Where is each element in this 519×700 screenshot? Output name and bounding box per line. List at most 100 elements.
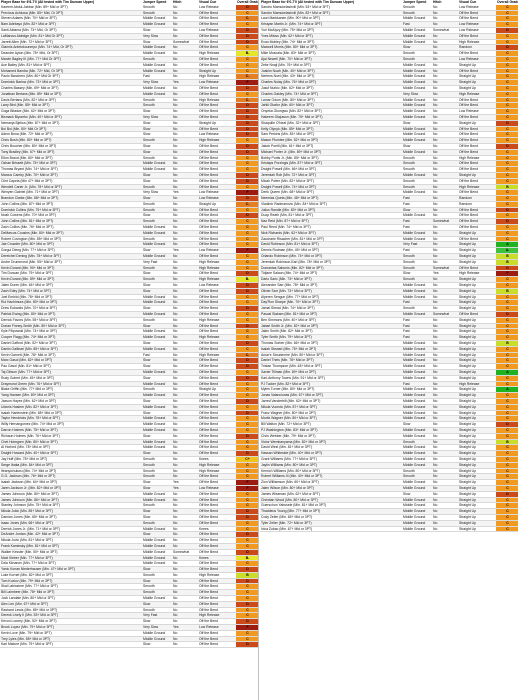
visual-cue-cell[interactable]: Off the Bend: [199, 10, 218, 15]
jumper-speed-cell[interactable]: Middle Ground: [143, 538, 166, 543]
player-cell[interactable]: Ifeanyichukwu (Min. 74+ Mid or 3PT): [1, 468, 57, 473]
overall-grade-cell[interactable]: C: [496, 468, 518, 474]
visual-cue-cell[interactable]: High Release: [199, 259, 220, 264]
jumper-speed-cell[interactable]: Smooth: [143, 97, 155, 102]
jumper-speed-cell[interactable]: Smooth: [143, 265, 155, 270]
visual-cue-cell[interactable]: Straight Up: [459, 387, 476, 392]
visual-cue-cell[interactable]: Off the Bend: [199, 161, 218, 166]
hitch-cell[interactable]: No: [433, 248, 438, 253]
visual-cue-cell[interactable]: Off the Bend: [459, 161, 478, 166]
visual-cue-cell[interactable]: Off the Bend: [199, 207, 218, 212]
hitch-cell[interactable]: No: [433, 398, 438, 403]
hitch-cell[interactable]: Somewhat: [433, 27, 450, 32]
player-cell[interactable]: Dennis Rodman (Min. 45+ Mid or 3PT): [261, 248, 320, 253]
overall-grade-cell[interactable]: C: [236, 300, 258, 306]
jumper-speed-cell[interactable]: Middle Ground: [403, 393, 426, 398]
jumper-speed-cell[interactable]: Middle Ground: [403, 375, 426, 380]
visual-cue-cell[interactable]: Low Release: [199, 4, 219, 9]
jumper-speed-cell[interactable]: Middle Ground: [143, 370, 166, 374]
hitch-cell[interactable]: No: [433, 74, 438, 79]
player-cell[interactable]: Lamar Odom (Min. 80+ Mid or 3PT): [261, 97, 315, 102]
visual-cue-cell[interactable]: Off the Bend: [199, 16, 218, 21]
hitch-cell[interactable]: No: [173, 155, 178, 160]
visual-cue-cell[interactable]: Off the Bend: [199, 520, 218, 525]
hitch-cell[interactable]: No: [173, 497, 178, 502]
visual-cue-cell[interactable]: Off the Bend: [199, 427, 218, 432]
jumper-speed-cell[interactable]: Middle Ground: [143, 242, 166, 247]
overall-grade-cell[interactable]: C: [496, 178, 518, 184]
hitch-cell[interactable]: No: [173, 109, 178, 114]
hitch-cell[interactable]: No: [173, 45, 178, 50]
hitch-cell[interactable]: No: [433, 520, 438, 525]
overall-grade-cell[interactable]: B-: [236, 51, 258, 56]
visual-cue-cell[interactable]: Off the Bend: [459, 132, 478, 137]
overall-grade-cell[interactable]: C: [236, 294, 258, 300]
overall-grade-cell[interactable]: C: [496, 462, 518, 468]
hitch-cell[interactable]: No: [173, 149, 178, 154]
hitch-cell[interactable]: No: [433, 485, 438, 490]
player-cell[interactable]: Paolo Banchero (Min. 80+ Mid Or 3PT): [1, 74, 60, 79]
player-cell[interactable]: Kevin Durant (Min. 89+ Mid or 3PT): [1, 277, 55, 282]
player-cell[interactable]: Andre Drummond (Min. 55+ Mid or 3PT): [1, 259, 62, 264]
jumper-speed-cell[interactable]: Middle Ground: [403, 514, 426, 519]
hitch-cell[interactable]: No: [173, 97, 178, 102]
player-cell[interactable]: Chris Boucher (Min. 80+ Mid or 3PT): [1, 143, 57, 148]
visual-cue-cell[interactable]: Straight Up: [459, 393, 476, 398]
player-cell[interactable]: Xavier Tillman (Min. 69+ Mid or 3PT): [261, 370, 317, 374]
visual-cue-cell[interactable]: Off the Bend: [199, 213, 218, 218]
hitch-cell[interactable]: No: [433, 103, 438, 108]
player-cell[interactable]: Brook Lopez (Min. 79+ Mid or 3PT): [1, 625, 54, 630]
player-cell[interactable]: Zach Collins (Min. 76+ Mid or 3PT): [1, 225, 54, 230]
visual-cue-cell[interactable]: Off the Bend: [459, 51, 478, 56]
jumper-speed-cell[interactable]: Slow: [143, 578, 151, 583]
hitch-cell[interactable]: No: [173, 561, 178, 566]
hitch-cell[interactable]: No: [173, 16, 178, 21]
jumper-speed-cell[interactable]: Slow: [403, 491, 411, 496]
hitch-cell[interactable]: No: [433, 167, 438, 172]
overall-grade-cell[interactable]: C: [236, 387, 258, 393]
overall-grade-cell[interactable]: D: [236, 196, 258, 201]
visual-cue-cell[interactable]: Straight Up: [459, 259, 476, 264]
jumper-speed-cell[interactable]: Fast: [403, 22, 410, 27]
overall-grade-cell[interactable]: C: [496, 520, 518, 526]
overall-grade-cell[interactable]: C: [236, 317, 258, 323]
visual-cue-cell[interactable]: Off the Bend: [199, 109, 218, 114]
visual-cue-cell[interactable]: Off the Bend: [199, 630, 218, 635]
player-cell[interactable]: Jonas Valanciunas (Min. 67+ Mid or 3PT): [261, 393, 324, 398]
visual-cue-cell[interactable]: Straight Up: [459, 120, 476, 125]
overall-grade-cell[interactable]: C-: [236, 16, 258, 22]
visual-cue-cell[interactable]: High Release: [199, 613, 220, 618]
jumper-speed-cell[interactable]: Slow: [143, 642, 151, 647]
hitch-cell[interactable]: No: [173, 312, 178, 317]
visual-cue-cell[interactable]: Off the Bend: [459, 219, 478, 224]
hitch-cell[interactable]: No: [433, 393, 438, 398]
visual-cue-cell[interactable]: Off the Bend: [199, 584, 218, 589]
player-cell[interactable]: Hassan Whiteside (Min. 40+ Mid or 3PT): [261, 451, 323, 456]
overall-grade-cell[interactable]: D: [236, 532, 258, 538]
player-cell[interactable]: Grant Williams (Min. 77+ Mid or 3PT): [261, 456, 317, 461]
hitch-cell[interactable]: No: [433, 503, 438, 508]
visual-cue-cell[interactable]: Off the Bend: [199, 178, 218, 183]
jumper-speed-cell[interactable]: Middle Ground: [143, 161, 166, 166]
visual-cue-cell[interactable]: Off the Bend: [459, 225, 478, 230]
overall-grade-cell[interactable]: C: [236, 468, 258, 474]
hitch-cell[interactable]: No: [173, 288, 178, 293]
overall-grade-cell[interactable]: C: [496, 416, 518, 422]
hitch-cell[interactable]: Somewhat: [433, 265, 450, 270]
hitch-cell[interactable]: No: [433, 346, 438, 351]
visual-cue-cell[interactable]: Random: [459, 45, 472, 50]
visual-cue-cell[interactable]: Straight Up: [199, 68, 216, 73]
overall-grade-cell[interactable]: D: [236, 149, 258, 155]
overall-grade-cell[interactable]: D: [236, 109, 258, 114]
visual-cue-cell[interactable]: High Release: [199, 462, 220, 467]
jumper-speed-cell[interactable]: Middle Ground: [403, 172, 426, 177]
hitch-cell[interactable]: No: [173, 601, 178, 606]
overall-grade-cell[interactable]: C: [496, 509, 518, 514]
player-cell[interactable]: Damian Jones (Min. 65+ Mid or 3PT): [1, 514, 57, 519]
overall-grade-cell[interactable]: C: [496, 503, 518, 509]
overall-grade-cell[interactable]: D: [236, 509, 258, 514]
player-cell[interactable]: Ivica Zubac (Min. 67+ Mid or 3PT): [261, 526, 313, 531]
overall-grade-cell[interactable]: C: [236, 607, 258, 613]
overall-grade-cell[interactable]: D: [236, 410, 258, 416]
hitch-cell[interactable]: No: [433, 68, 438, 73]
